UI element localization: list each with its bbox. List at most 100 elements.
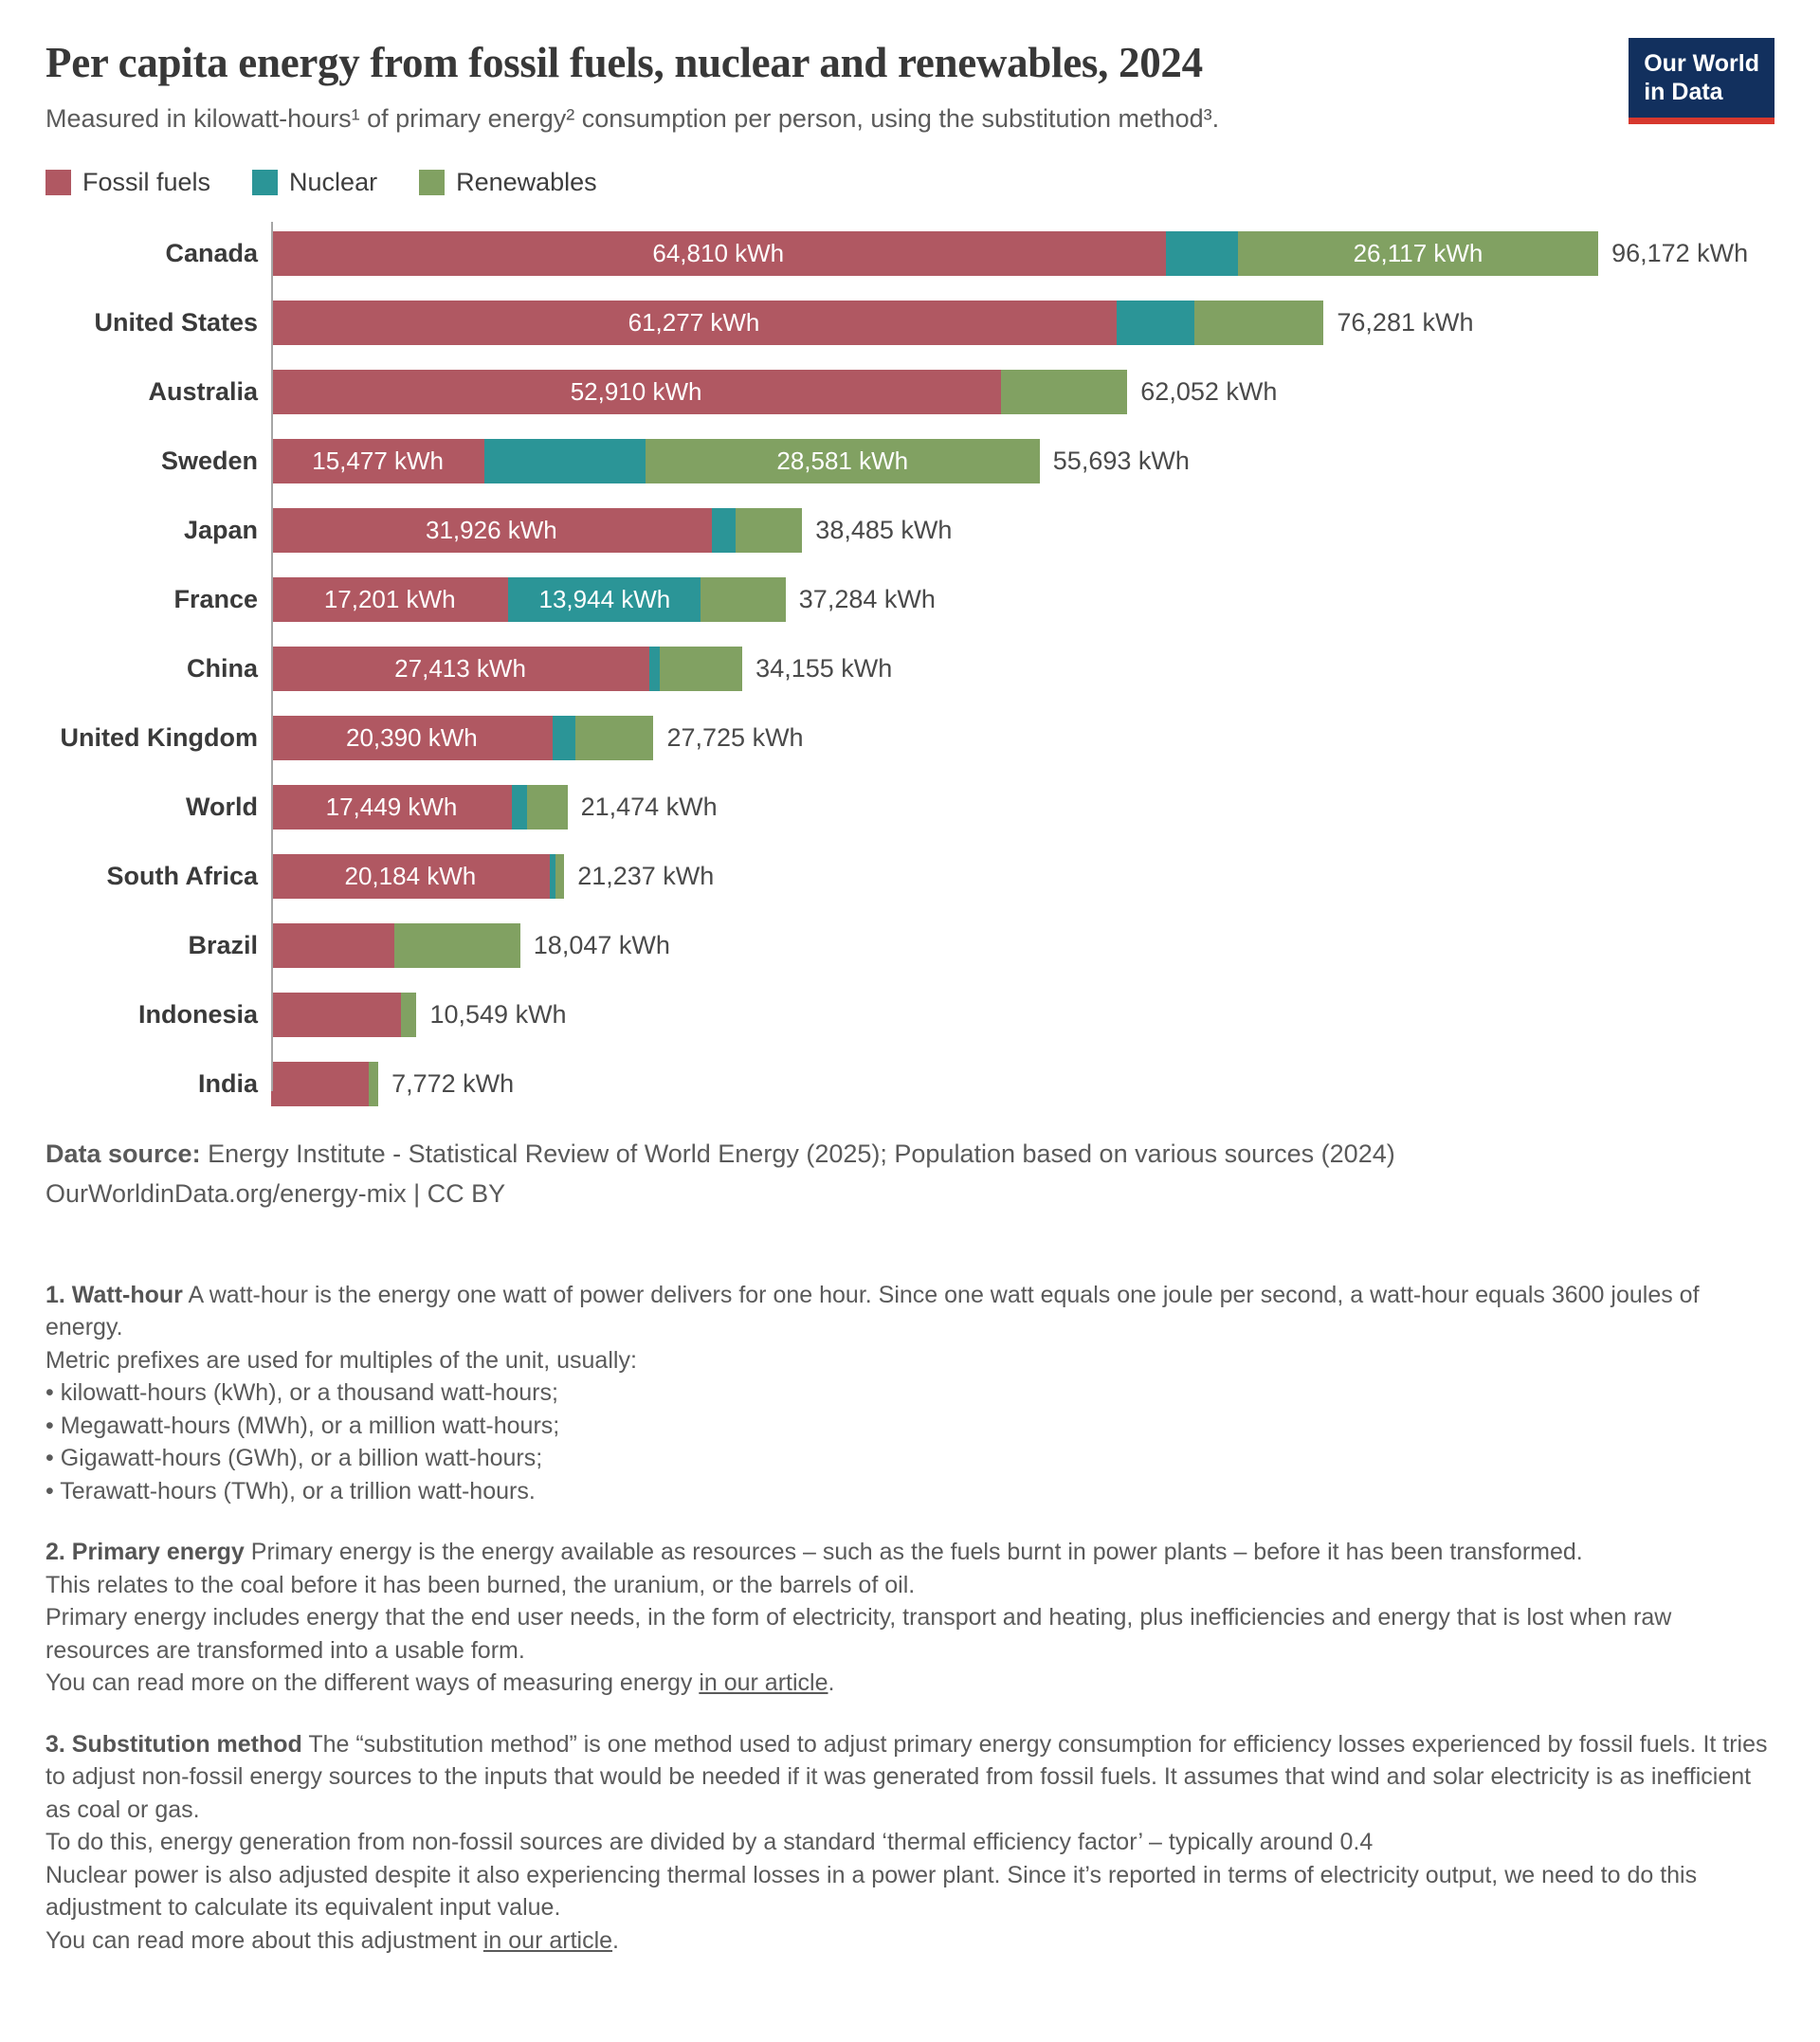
bar-segment-nuclear: [711, 508, 737, 554]
bar-segment-fossil: [271, 1062, 369, 1107]
segment-value-label: 52,910 kWh: [570, 377, 702, 407]
stacked-bar-chart: Canada 64,810 kWh 26,117 kWh 96,172 kWh Unit…: [46, 222, 1774, 1107]
total-value-label: 21,237 kWh: [577, 862, 715, 891]
bar-segment-renewables: [659, 647, 743, 692]
bar-track: 20,390 kWh 27,725 kWh: [271, 716, 804, 761]
total-value-label: 55,693 kWh: [1052, 447, 1190, 476]
bar-row: Australia 52,910 kWh 62,052 kWh: [46, 370, 1774, 415]
bar-row: South Africa 20,184 kWh 21,237 kWh: [46, 854, 1774, 900]
bar-track: 52,910 kWh 62,052 kWh: [271, 370, 1278, 415]
footnote-line: • kilowatt-hours (kWh), or a thousand wa…: [46, 1379, 558, 1407]
footnote-line: Primary energy includes energy that the …: [46, 1604, 1672, 1664]
header: Per capita energy from fossil fuels, nuc…: [46, 38, 1774, 136]
country-label: Canada: [165, 239, 258, 268]
bar-segment-fossil: 52,910 kWh: [271, 370, 1002, 415]
article-link[interactable]: in our article: [482, 1926, 613, 1954]
legend: Fossil fuels Nuclear Renewables: [46, 168, 1774, 197]
footnote-line: Metric prefixes are used for multiples o…: [46, 1346, 637, 1374]
bar-row: France 17,201 kWh 13,944 kWh 37,284 kWh: [46, 577, 1774, 623]
bar-segment-fossil: 27,413 kWh: [271, 647, 650, 692]
bar-segment-renewables: [736, 508, 803, 554]
bar-track: 27,413 kWh 34,155 kWh: [271, 647, 892, 692]
legend-label: Nuclear: [289, 168, 378, 197]
segment-value-label: 15,477 kWh: [312, 447, 445, 476]
footnote-line: This relates to the coal before it has b…: [46, 1571, 916, 1598]
country-label: India: [197, 1069, 258, 1099]
footnote-line: 2. Primary energy Primary energy is the …: [46, 1539, 1583, 1566]
legend-item-fossil-fuels: Fossil fuels: [46, 168, 210, 197]
total-value-label: 27,725 kWh: [666, 723, 804, 753]
article-link[interactable]: in our article: [699, 1669, 828, 1697]
total-value-label: 37,284 kWh: [798, 585, 936, 614]
legend-item-nuclear: Nuclear: [252, 168, 377, 197]
footnote-title: 2. Primary energy: [46, 1539, 245, 1566]
country-label: United States: [94, 308, 258, 337]
country-label: South Africa: [106, 862, 258, 891]
bar-segment-renewables: [1001, 370, 1128, 415]
bar-segment-renewables: [1193, 301, 1324, 346]
data-source-text: Energy Institute - Statistical Review of…: [208, 1140, 1395, 1169]
fossil-fuels-swatch-icon: [46, 170, 71, 196]
bar-track: 15,477 kWh 28,581 kWh 55,693 kWh: [271, 439, 1190, 484]
bar-segment-nuclear: [649, 647, 660, 692]
country-label: United Kingdom: [60, 723, 258, 753]
bar-row: United States 61,277 kWh 76,281 kWh: [46, 301, 1774, 346]
country-label: Australia: [148, 377, 258, 407]
bar-row: Indonesia 10,549 kWh: [46, 993, 1774, 1038]
bar-row: Japan 31,926 kWh 38,485 kWh: [46, 508, 1774, 554]
total-value-label: 38,485 kWh: [815, 516, 953, 545]
total-value-label: 21,474 kWh: [580, 793, 718, 822]
bar-segment-nuclear: 13,944 kWh: [508, 577, 701, 623]
country-label: Brazil: [188, 931, 258, 960]
footnote: 1. Watt-hour A watt-hour is the energy o…: [46, 1279, 1774, 1508]
bar-segment-renewables: 26,117 kWh: [1237, 231, 1599, 277]
bar-row: Brazil 18,047 kWh: [46, 923, 1774, 969]
total-value-label: 10,549 kWh: [429, 1000, 567, 1030]
segment-value-label: 26,117 kWh: [1353, 239, 1483, 268]
bar-segment-fossil: 17,201 kWh: [271, 577, 509, 623]
total-value-label: 76,281 kWh: [1337, 308, 1474, 337]
legend-label: Renewables: [456, 168, 597, 197]
bar-track: 7,772 kWh: [271, 1062, 514, 1107]
footnote-title: 1. Watt-hour: [46, 1281, 183, 1308]
footnote: 3. Substitution method The “substitution…: [46, 1728, 1774, 1958]
bar-segment-nuclear: [1117, 301, 1194, 346]
bar-segment-renewables: [527, 785, 568, 830]
bar-segment-nuclear: [484, 439, 646, 484]
bar-track: 61,277 kWh 76,281 kWh: [271, 301, 1474, 346]
owid-logo-line1: Our World: [1644, 50, 1759, 77]
license-line: OurWorldinData.org/energy-mix | CC BY: [46, 1175, 1774, 1214]
bar-track: 64,810 kWh 26,117 kWh 96,172 kWh: [271, 231, 1748, 277]
legend-label: Fossil fuels: [82, 168, 211, 197]
bar-segment-renewables: 28,581 kWh: [645, 439, 1040, 484]
footnote-line: You can read more about this adjustment …: [46, 1926, 619, 1954]
bar-row: India 7,772 kWh: [46, 1062, 1774, 1107]
country-label: Sweden: [160, 447, 258, 476]
footnote-line: • Terawatt-hours (TWh), or a trillion wa…: [46, 1477, 536, 1504]
bar-segment-renewables: [400, 993, 417, 1038]
bar-segment-renewables: [368, 1062, 379, 1107]
nuclear-swatch-icon: [252, 170, 279, 196]
country-label: France: [173, 585, 258, 614]
total-value-label: 62,052 kWh: [1140, 377, 1278, 407]
bar-segment-nuclear: [1165, 231, 1238, 277]
segment-value-label: 17,201 kWh: [323, 585, 456, 614]
segment-value-label: 61,277 kWh: [628, 308, 760, 337]
segment-value-label: 28,581 kWh: [776, 447, 909, 476]
segment-value-label: 64,810 kWh: [652, 239, 785, 268]
cc-by-link[interactable]: CC BY: [427, 1178, 506, 1208]
bar-track: 17,201 kWh 13,944 kWh 37,284 kWh: [271, 577, 936, 623]
footnote-line: To do this, energy generation from non-f…: [46, 1829, 1374, 1856]
bar-segment-fossil: [271, 923, 394, 969]
country-label: World: [186, 793, 258, 822]
data-source-label: Data source:: [46, 1140, 201, 1169]
bar-segment-renewables: [575, 716, 654, 761]
total-value-label: 18,047 kWh: [533, 931, 670, 960]
owid-logo[interactable]: Our World in Data: [1629, 38, 1774, 124]
bar-segment-nuclear: [552, 716, 576, 761]
bar-segment-nuclear: [512, 785, 527, 830]
owid-url-link[interactable]: OurWorldinData.org/energy-mix: [46, 1178, 407, 1208]
bar-segment-nuclear: [549, 854, 556, 900]
footnote-line: • Megawatt-hours (MWh), or a million wat…: [46, 1412, 560, 1439]
